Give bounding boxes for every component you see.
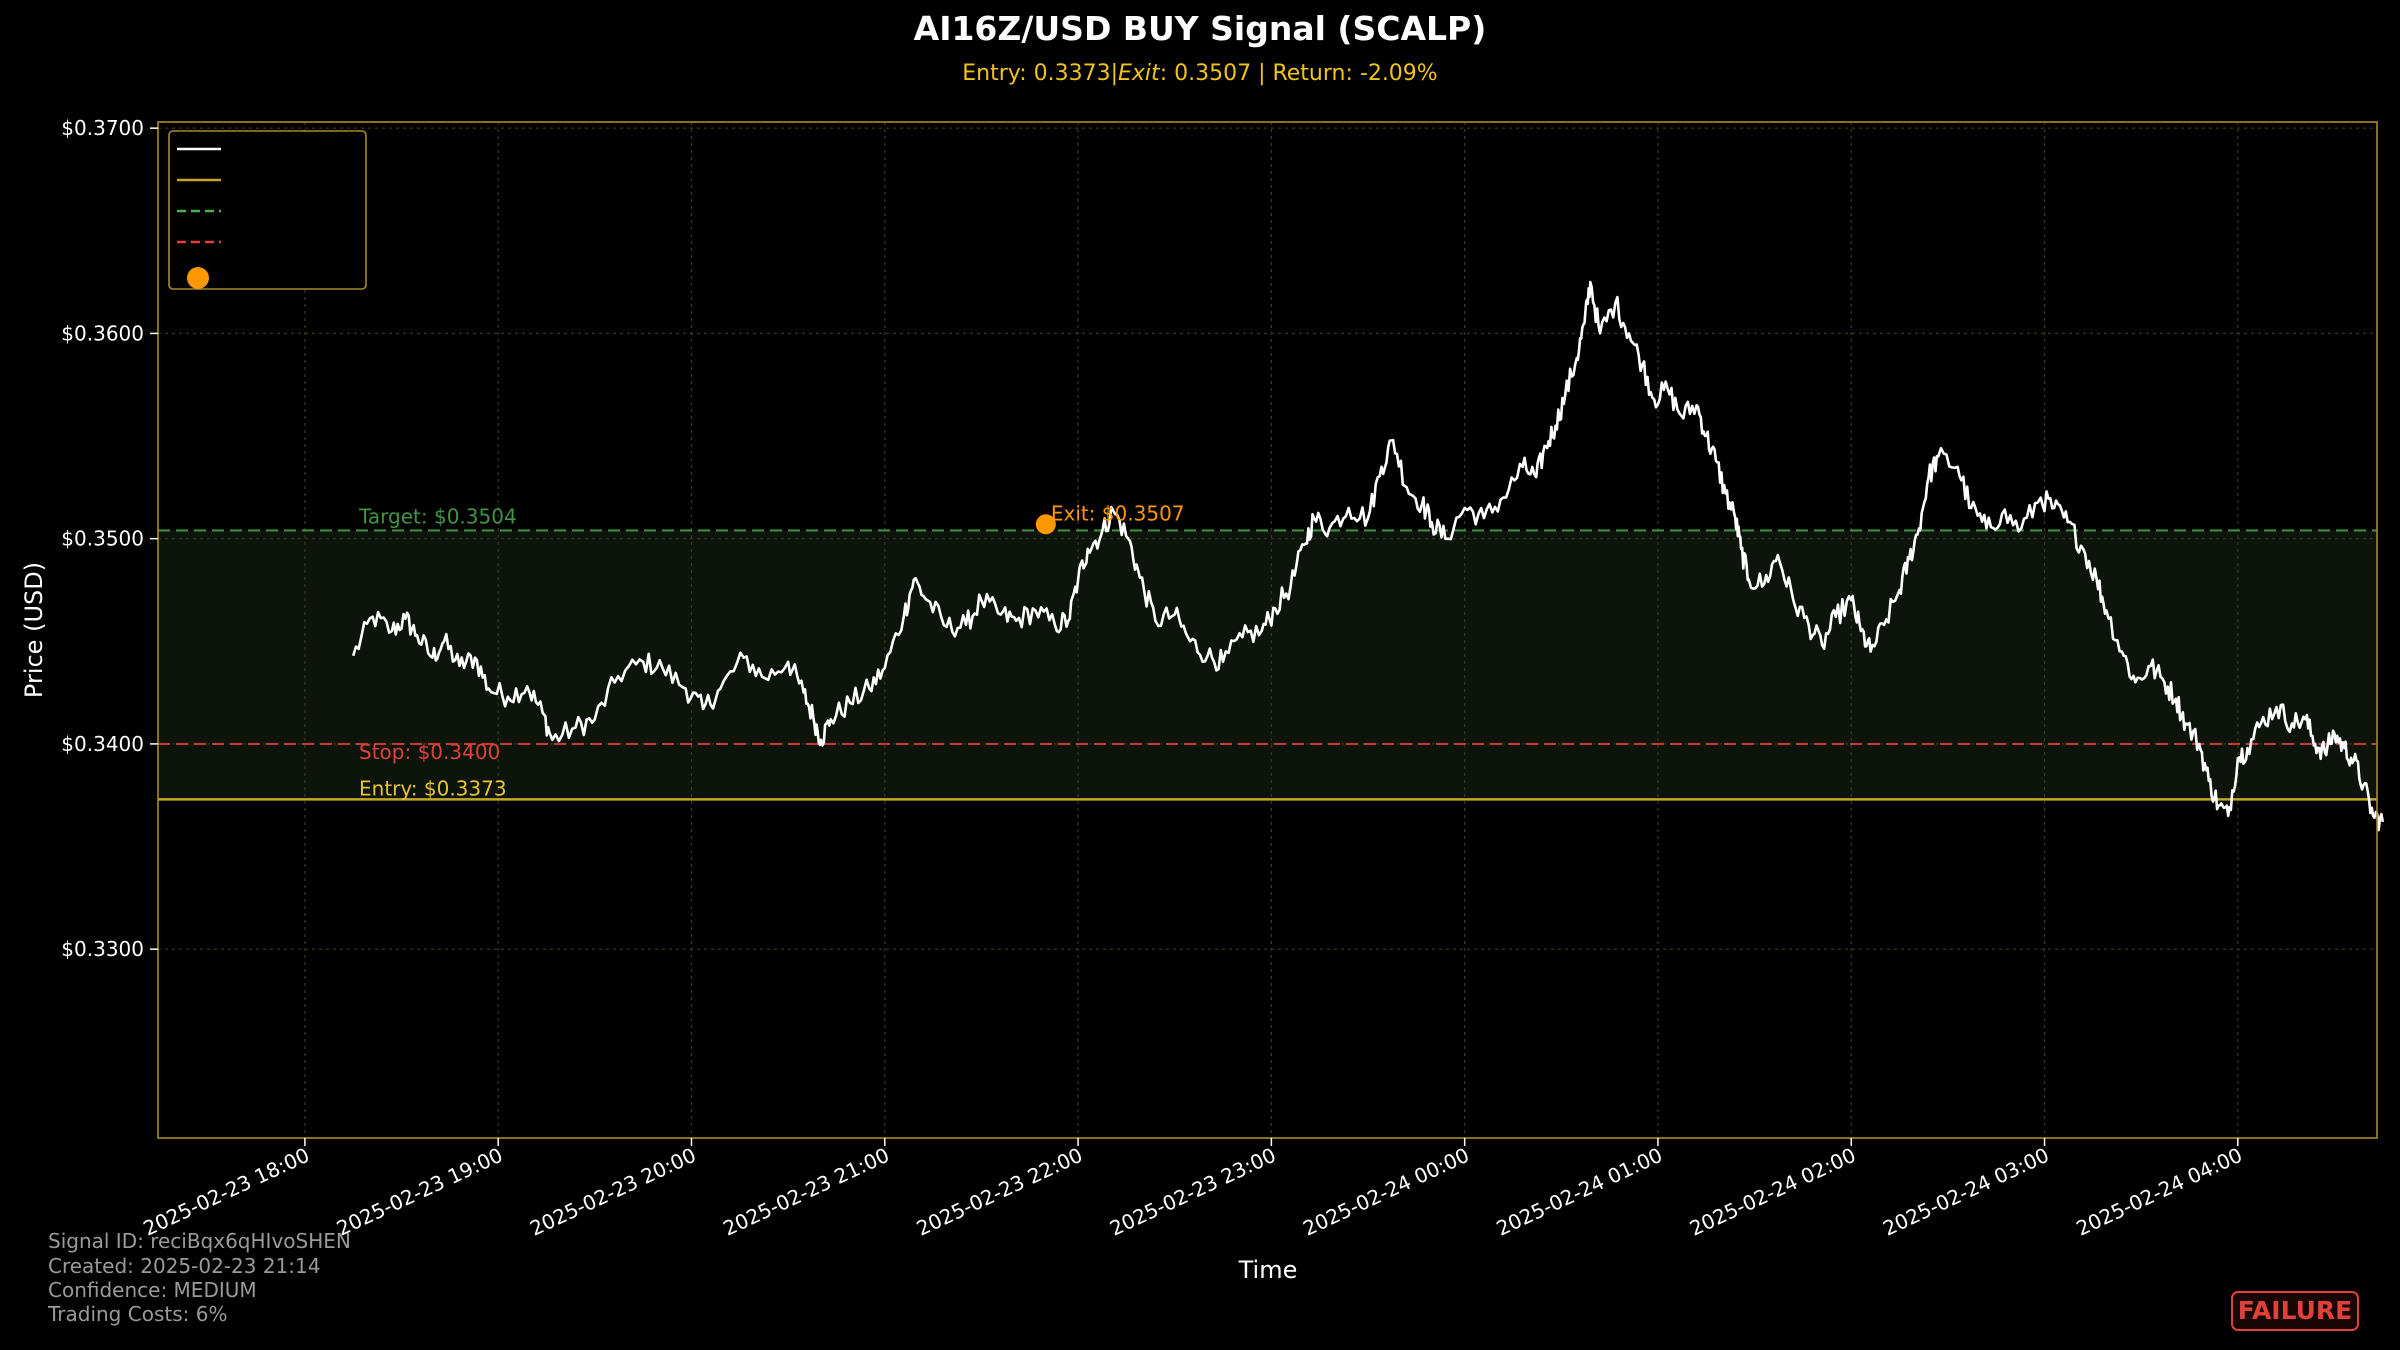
status-badge-label: FAILURE [2238, 1296, 2353, 1325]
y-tick-label: $0.3300 [61, 937, 144, 961]
y-tick-label: $0.3600 [61, 321, 144, 345]
legend-frame [168, 130, 367, 290]
target-label: Target: $0.3504 [358, 504, 517, 528]
plot-frame [157, 121, 2378, 1139]
footer-confidence: Confidence: MEDIUM [48, 1278, 257, 1302]
x-tick-label: 2025-02-24 03:00 [1879, 1143, 2052, 1241]
status-badge: FAILURE [2231, 1291, 2359, 1331]
x-tick-label: 2025-02-24 02:00 [1686, 1143, 1859, 1241]
stop-label: Stop: $0.3400 [359, 740, 500, 764]
price-line [351, 280, 2385, 832]
status-badge-frame [2231, 1291, 2359, 1331]
legend [168, 130, 367, 290]
x-tick-label: 2025-02-23 21:00 [719, 1143, 892, 1241]
x-tick-label: 2025-02-23 22:00 [913, 1143, 1086, 1241]
x-tick-label: 2025-02-24 01:00 [1493, 1143, 1666, 1241]
subtitle-separator: | [1111, 61, 1118, 86]
chart-title: AI16Z/USD BUY Signal (SCALP) [914, 9, 1487, 48]
x-tick-label: 2025-02-24 04:00 [2072, 1143, 2245, 1241]
x-tick-label: 2025-02-23 19:00 [333, 1143, 506, 1241]
legend-handle-exit [187, 267, 209, 289]
footer-created: Created: 2025-02-23 21:14 [48, 1254, 320, 1278]
x-axis-label: Time [1238, 1256, 1298, 1284]
profit-zone [158, 530, 2377, 800]
grid [158, 122, 2377, 1138]
footer-trading-costs: Trading Costs: 6% [47, 1302, 227, 1326]
x-tick-label: 2025-02-24 00:00 [1299, 1143, 1472, 1241]
x-tick-label: 2025-02-23 18:00 [140, 1143, 313, 1241]
y-tick-label: $0.3500 [61, 527, 144, 551]
chart-subtitle: Entry: 0.3373|Exit: 0.3507 | Return: -2.… [962, 61, 1437, 86]
exit-point [1035, 514, 1056, 535]
x-tick-label: 2025-02-23 23:00 [1106, 1143, 1279, 1241]
subtitle-entry: Entry: 0.3373 [962, 61, 1110, 86]
footer-signal-id: Signal ID: reciBqx6qHIvoSHEN [48, 1229, 351, 1253]
y-tick-label: $0.3700 [61, 116, 144, 140]
exit-label: Exit: $0.3507 [1051, 501, 1185, 525]
y-axis-label: Price (USD) [20, 562, 48, 698]
target-stop-zone [158, 530, 2377, 800]
level-lines: Target: $0.3504 Stop: $0.3400 Entry: $0.33… [158, 504, 2377, 801]
y-tick-label: $0.3400 [61, 732, 144, 756]
x-tick-label: 2025-02-23 20:00 [526, 1143, 699, 1241]
entry-label: Entry: $0.3373 [359, 776, 507, 800]
subtitle-rest: : 0.3507 | Return: -2.09% [1160, 61, 1438, 86]
subtitle-exit-word: Exit [1118, 61, 1161, 86]
exit-marker: Exit: $0.3507 [1035, 501, 1185, 535]
price-series [351, 280, 2385, 832]
